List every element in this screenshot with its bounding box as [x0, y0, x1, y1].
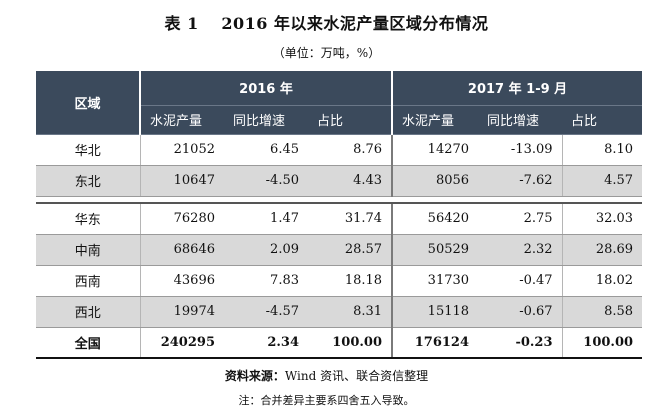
growth-2016-cell: 1.47: [224, 203, 308, 235]
share-2017-cell: 4.57: [561, 165, 643, 197]
period-header-2017: 2017 年 1-9 月: [391, 71, 643, 106]
output-2017-cell: 50529: [391, 234, 479, 266]
output-2016-cell: 240295: [139, 327, 224, 359]
share-2017-cell: 100.00: [561, 327, 643, 359]
region-cell: 中南: [36, 234, 140, 266]
section-separator: [36, 196, 643, 204]
output-2017-cell: 15118: [391, 296, 479, 328]
share-2016-cell: 8.31: [308, 296, 393, 328]
region-cell: 西北: [36, 296, 140, 328]
growth-2016-cell: 2.34: [224, 327, 308, 359]
share-2017-cell: 8.58: [561, 296, 643, 328]
output-2016-cell: 68646: [139, 234, 224, 266]
table-row: 中南 68646 2.09 28.57 50529 2.32 28.69: [36, 234, 643, 266]
output-2017-cell: 56420: [391, 203, 479, 235]
share-2017-cell: 18.02: [561, 265, 643, 297]
share-2016-cell: 18.18: [308, 265, 393, 297]
growth-2016-cell: -4.57: [224, 296, 308, 328]
growth-2017-cell: -0.67: [478, 296, 563, 328]
share-2017-cell: 8.10: [561, 134, 643, 166]
share-2016-cell: 4.43: [308, 165, 393, 197]
region-cell: 全国: [36, 327, 140, 359]
col-header-growth-2017: 同比增速: [478, 105, 563, 135]
growth-2016-cell: 7.83: [224, 265, 308, 297]
output-2016-cell: 10647: [139, 165, 224, 197]
share-2016-cell: 100.00: [308, 327, 393, 359]
source-line: 资料来源：Wind 资讯、联合资信整理: [0, 367, 653, 384]
output-2016-cell: 21052: [139, 134, 224, 166]
cement-output-table: 区域 2016 年 2017 年 1-9 月 水泥产量 同比增速 占比 水泥产量…: [36, 71, 643, 359]
period-header-2016: 2016 年: [140, 71, 393, 106]
output-2017-cell: 31730: [391, 265, 479, 297]
table-title: 表 1 2016 年以来水泥产量区域分布情况: [164, 14, 489, 33]
col-header-share-2016: 占比: [308, 105, 393, 135]
growth-2017-cell: 2.75: [478, 203, 563, 235]
table-row: 西北 19974 -4.57 8.31 15118 -0.67 8.58: [36, 296, 643, 328]
footnote: 注：合并差异主要系四舍五入导致。: [238, 394, 415, 407]
header-row-periods: 区域 2016 年 2017 年 1-9 月: [36, 71, 643, 135]
growth-2017-cell: -0.47: [478, 265, 563, 297]
table-row: 西南 43696 7.83 18.18 31730 -0.47 18.02: [36, 265, 643, 297]
col-header-growth-2016: 同比增速: [224, 105, 308, 135]
growth-2017-cell: -7.62: [478, 165, 563, 197]
share-2016-cell: 28.57: [308, 234, 393, 266]
share-2017-cell: 28.69: [561, 234, 643, 266]
output-2017-cell: 176124: [391, 327, 479, 359]
output-2017-cell: 8056: [391, 165, 479, 197]
growth-2016-cell: -4.50: [224, 165, 308, 197]
source-label: 资料来源：: [224, 369, 285, 383]
col-header-share-2017: 占比: [562, 105, 643, 135]
output-2016-cell: 43696: [139, 265, 224, 297]
total-row: 全国 240295 2.34 100.00 176124 -0.23 100.0…: [36, 327, 643, 359]
share-2016-cell: 31.74: [308, 203, 393, 235]
growth-2017-cell: -0.23: [478, 327, 563, 359]
growth-2016-cell: 2.09: [224, 234, 308, 266]
table-row: 东北 10647 -4.50 4.43 8056 -7.62 4.57: [36, 165, 643, 197]
output-2017-cell: 14270: [391, 134, 479, 166]
region-cell: 华东: [36, 203, 140, 235]
table-row: 华东 76280 1.47 31.74 56420 2.75 32.03: [36, 203, 643, 235]
region-header: 区域: [36, 71, 141, 135]
region-cell: 华北: [36, 134, 140, 166]
growth-2017-cell: 2.32: [478, 234, 563, 266]
header-row-columns: 水泥产量 同比增速 占比 水泥产量 同比增速 占比: [36, 105, 643, 135]
growth-2017-cell: -13.09: [478, 134, 563, 166]
col-header-output-2017: 水泥产量: [391, 105, 479, 135]
output-2016-cell: 19974: [139, 296, 224, 328]
output-2016-cell: 76280: [139, 203, 224, 235]
table-row: 华北 21052 6.45 8.76 14270 -13.09 8.10: [36, 134, 643, 166]
source-text: Wind 资讯、联合资信整理: [284, 369, 429, 383]
region-cell: 西南: [36, 265, 140, 297]
col-header-output-2016: 水泥产量: [140, 105, 224, 135]
share-2017-cell: 32.03: [561, 203, 643, 235]
growth-2016-cell: 6.45: [224, 134, 308, 166]
share-2016-cell: 8.76: [308, 134, 393, 166]
region-cell: 东北: [36, 165, 140, 197]
unit-note: （单位：万吨，%）: [272, 46, 381, 60]
